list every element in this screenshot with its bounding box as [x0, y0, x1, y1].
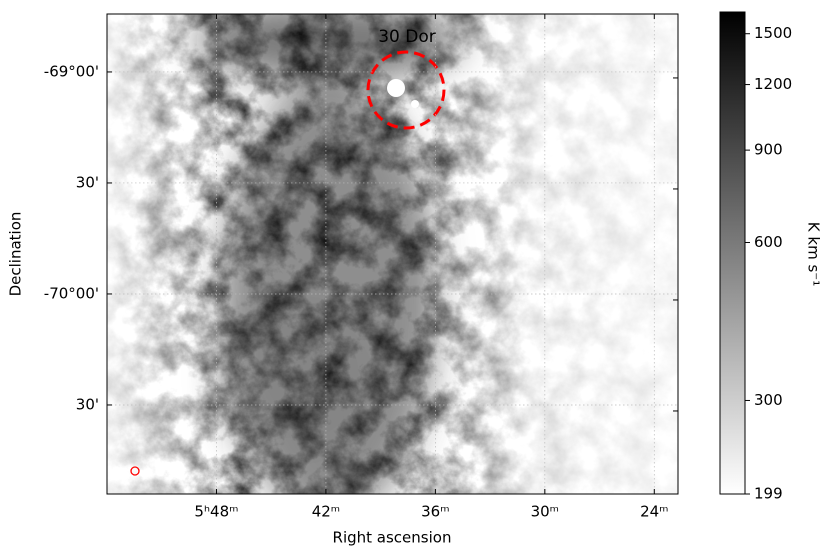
- y-tick-label: -70°00': [44, 284, 99, 302]
- x-tick-label: 36ᵐ: [421, 503, 449, 521]
- colorbar-tick-label: 1200: [754, 75, 792, 93]
- x-tick-label: 42ᵐ: [312, 503, 340, 521]
- intensity-map: [107, 14, 678, 494]
- colorbar-label: K km s⁻¹: [805, 222, 823, 286]
- colorbar-tick-label: 300: [754, 391, 783, 409]
- colorbar-tick-label: 1500: [754, 24, 792, 42]
- x-tick-label: 24ᵐ: [640, 503, 668, 521]
- region-circle: [366, 50, 446, 130]
- beam: [130, 466, 140, 476]
- colorbar-tick-label: 600: [754, 233, 783, 251]
- x-axis-label: Right ascension: [333, 529, 452, 547]
- plot-frame: [106, 13, 679, 495]
- y-tick-label: -69°00': [44, 62, 99, 80]
- colorbar: [719, 11, 746, 495]
- y-axis-label: Declination: [7, 212, 25, 297]
- colorbar-tick-label: 199: [754, 485, 783, 503]
- x-tick-label: 5ʰ48ᵐ: [194, 503, 238, 521]
- x-tick-label: 30ᵐ: [531, 503, 559, 521]
- y-tick-label: 30': [76, 173, 99, 191]
- colorbar-tick-label: 900: [754, 141, 783, 159]
- annotation: 30 Dor: [378, 27, 436, 47]
- y-tick-label: 30': [76, 395, 99, 413]
